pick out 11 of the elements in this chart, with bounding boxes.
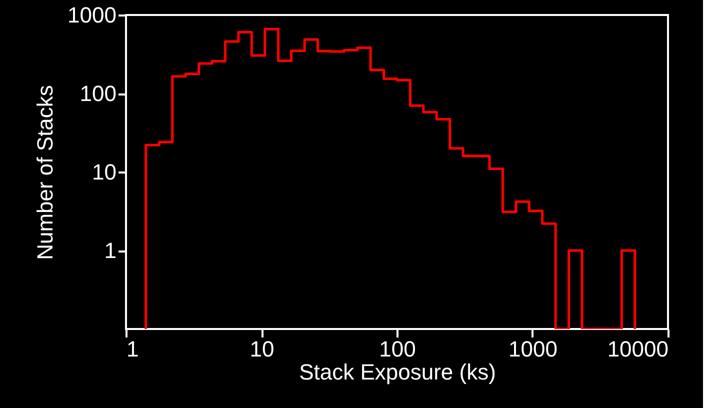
y-tick-label: 100	[80, 81, 116, 106]
x-tick-label: 10000	[607, 336, 668, 362]
y-axis-title: Number of Stacks	[32, 85, 58, 260]
y-tick-label: 10	[92, 160, 116, 184]
x-tick-label: 10	[250, 336, 274, 362]
x-tick-label: 100	[379, 336, 416, 362]
y-tick-label: 1000	[68, 2, 116, 28]
x-tick-label: 1000	[508, 336, 558, 362]
y-tick-label: 1	[104, 238, 116, 263]
x-axis-title: Stack Exposure (ks)	[299, 360, 496, 384]
x-tick-label: 1	[126, 336, 139, 362]
